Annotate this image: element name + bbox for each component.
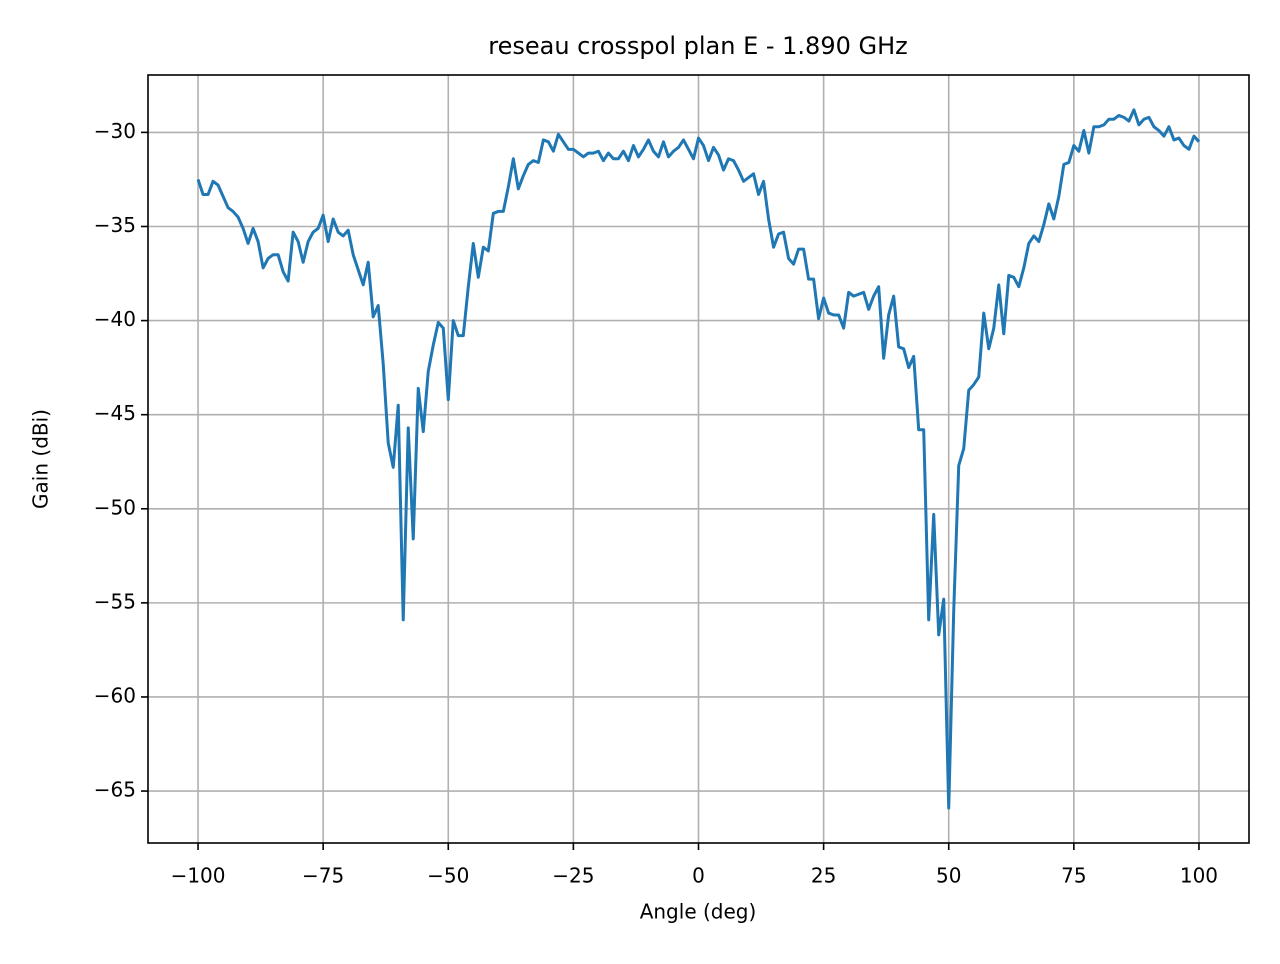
y-tick-label: −65 <box>94 778 136 802</box>
y-tick-label: −35 <box>94 213 136 237</box>
y-tick-label: −45 <box>94 401 136 425</box>
x-tick-label: 75 <box>1061 864 1086 888</box>
x-tick-label: 50 <box>936 864 961 888</box>
chart-title: reseau crosspol plan E - 1.890 GHz <box>488 32 907 60</box>
x-tick-label: −75 <box>302 864 344 888</box>
y-tick-label: −55 <box>94 589 136 613</box>
y-tick-label: −40 <box>94 307 136 331</box>
plot-frame <box>147 74 1250 844</box>
y-tick-label: −30 <box>94 119 136 143</box>
x-tick-label: 25 <box>811 864 836 888</box>
x-tick-label: −100 <box>171 864 226 888</box>
x-tick-label: −25 <box>552 864 594 888</box>
y-tick-label: −60 <box>94 683 136 707</box>
y-tick-label: −50 <box>94 495 136 519</box>
x-tick-label: 0 <box>692 864 705 888</box>
data-line <box>196 108 1201 810</box>
y-axis-label: Gain (dBi) <box>29 409 53 509</box>
x-tick-label: 100 <box>1180 864 1218 888</box>
x-tick-label: −50 <box>427 864 469 888</box>
x-axis-label: Angle (deg) <box>640 900 757 924</box>
